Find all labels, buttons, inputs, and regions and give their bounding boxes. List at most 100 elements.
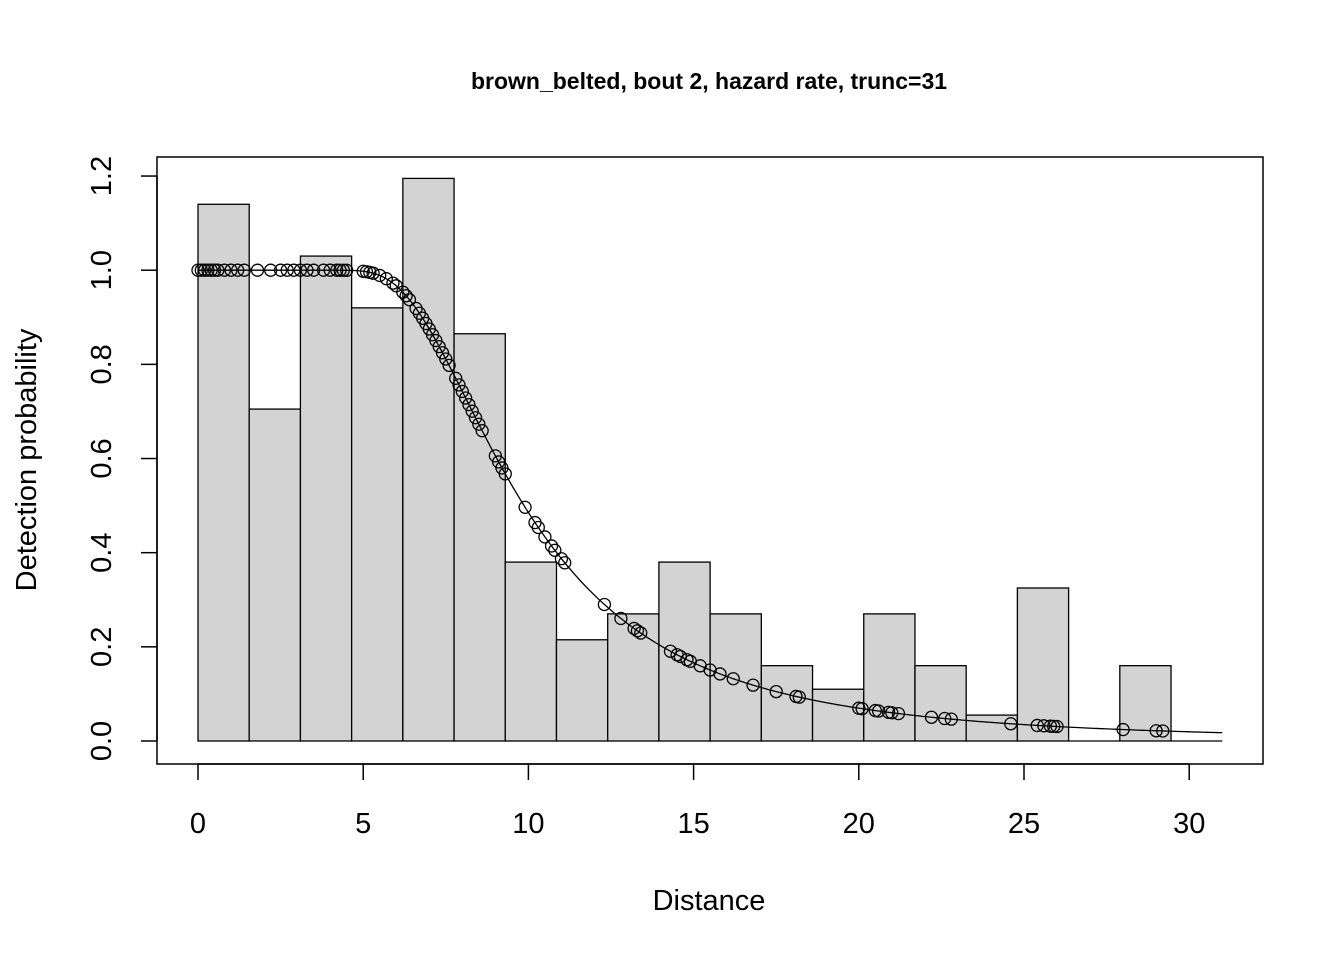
- observation-point-70: [614, 611, 628, 626]
- observation-point-104: [1149, 724, 1163, 738]
- histogram-bar-3: [299, 255, 353, 742]
- x-axis-label: Distance: [653, 885, 766, 917]
- observation-point-65: [544, 539, 559, 553]
- observation-point-86: [792, 690, 806, 704]
- observation-point-6: [207, 263, 222, 277]
- observation-point-57: [488, 449, 503, 463]
- observation-point-93: [891, 706, 906, 721]
- histogram-bar-6: [453, 333, 506, 742]
- x-tick-label: 15: [677, 808, 709, 840]
- observation-point-88: [855, 702, 869, 716]
- observation-point-48: [449, 371, 463, 385]
- observation-point-67: [554, 552, 569, 566]
- histogram-bar-11: [709, 613, 762, 742]
- observation-point-83: [746, 678, 760, 692]
- y-tick-label: 1.0: [86, 250, 118, 290]
- histogram-bar-14: [863, 613, 916, 742]
- observation-point-9: [224, 263, 238, 277]
- observation-point-84: [769, 684, 783, 699]
- observation-point-45: [435, 346, 450, 360]
- y-axis-label: Detection probability: [11, 328, 43, 591]
- observation-point-22: [330, 263, 344, 277]
- observation-point-60: [498, 467, 512, 481]
- observation-point-94: [924, 710, 939, 724]
- x-tick-label: 20: [843, 808, 875, 840]
- observation-point-96: [944, 712, 958, 726]
- histogram-bar-19: [1119, 665, 1172, 742]
- observation-point-53: [465, 404, 479, 418]
- observation-point-36: [402, 293, 417, 307]
- observation-point-50: [455, 384, 469, 399]
- observation-point-54: [468, 411, 483, 425]
- observation-point-95: [938, 711, 952, 726]
- observation-point-61: [518, 500, 532, 514]
- observation-point-2: [194, 263, 208, 277]
- histogram-bar-12: [760, 665, 814, 742]
- histogram-bar-16: [965, 714, 1019, 742]
- observation-point-25: [340, 263, 354, 277]
- observation-point-52: [462, 397, 476, 412]
- observation-point-92: [885, 706, 899, 720]
- observation-point-68: [558, 556, 572, 570]
- observation-point-15: [280, 263, 294, 277]
- observation-point-29: [366, 266, 380, 280]
- observation-point-55: [472, 417, 486, 431]
- observation-point-47: [442, 358, 456, 373]
- chart-title: brown_belted, bout 2, hazard rate, trunc…: [471, 68, 947, 94]
- histogram-bar-8: [555, 639, 609, 742]
- observation-point-16: [287, 263, 301, 277]
- y-tick-label: 0.4: [86, 533, 118, 573]
- observation-point-35: [399, 289, 413, 303]
- observation-point-19: [306, 263, 321, 277]
- histogram-bar-9: [607, 613, 660, 742]
- observation-point-11: [237, 263, 251, 277]
- observation-point-72: [630, 624, 645, 638]
- histogram-bar-7: [504, 561, 558, 742]
- observation-point-10: [230, 263, 245, 277]
- observation-point-20: [316, 263, 331, 277]
- observation-point-24: [336, 263, 351, 277]
- observation-point-100: [1043, 719, 1058, 733]
- observation-point-81: [713, 667, 727, 681]
- observation-point-64: [538, 530, 552, 544]
- x-axis: 0 5 10 15 20 25 30: [190, 763, 1205, 840]
- x-tick-label: 25: [1008, 808, 1040, 840]
- observation-point-99: [1037, 719, 1051, 733]
- observation-point-102: [1050, 719, 1064, 734]
- observation-point-17: [293, 263, 308, 277]
- observation-point-49: [452, 378, 466, 392]
- observation-point-69: [597, 597, 612, 612]
- y-axis: 0.0 0.2 0.4 0.6 0.8 1.0 1.2: [86, 156, 158, 761]
- observation-point-8: [217, 263, 232, 277]
- observation-point-105: [1156, 724, 1170, 738]
- observation-point-14: [273, 263, 288, 277]
- observation-points: [191, 263, 1170, 738]
- y-tick-label: 0.8: [86, 344, 118, 384]
- observation-point-103: [1116, 722, 1130, 737]
- observation-point-73: [634, 626, 648, 640]
- observation-point-7: [211, 263, 225, 277]
- observation-point-66: [548, 543, 562, 557]
- histogram-bar-4: [350, 307, 404, 742]
- observation-point-101: [1047, 719, 1061, 734]
- observation-point-90: [871, 704, 886, 718]
- observation-point-12: [250, 263, 265, 277]
- observation-point-30: [373, 268, 387, 283]
- x-tick-label: 10: [512, 808, 544, 840]
- y-tick-label: 0.2: [86, 627, 118, 667]
- x-tick-label: 30: [1173, 808, 1205, 840]
- observation-point-63: [531, 520, 545, 535]
- histogram-bar-5: [402, 177, 455, 742]
- observation-point-21: [323, 263, 337, 277]
- histogram-bar-17: [1016, 587, 1070, 742]
- observation-point-51: [458, 391, 473, 405]
- x-tick-label: 5: [355, 808, 371, 840]
- histogram-bar-13: [811, 688, 865, 742]
- observation-point-71: [627, 621, 641, 636]
- observation-point-18: [300, 263, 314, 277]
- observation-point-44: [432, 339, 446, 354]
- observation-point-46: [439, 352, 453, 366]
- observation-point-56: [475, 424, 489, 438]
- histogram-bar-15: [914, 665, 967, 742]
